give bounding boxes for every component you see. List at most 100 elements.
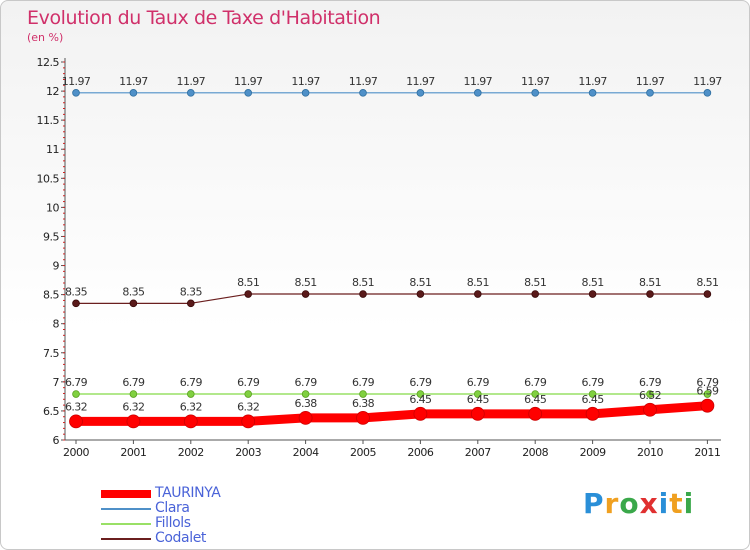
data-point-clara bbox=[473, 89, 482, 97]
data-point-codalet bbox=[646, 290, 654, 298]
data-point-fillols bbox=[531, 390, 539, 398]
x-tick-label: 2005 bbox=[350, 446, 376, 459]
legend-swatch bbox=[101, 522, 151, 525]
data-label-clara: 11.97 bbox=[521, 75, 550, 88]
data-label-fillols: 6.79 bbox=[696, 376, 719, 389]
data-point-codalet bbox=[72, 299, 80, 308]
data-label-codalet: 8.51 bbox=[467, 276, 489, 289]
data-point-taurinya bbox=[69, 414, 83, 429]
data-point-taurinya bbox=[528, 406, 543, 421]
x-tick-label: 2007 bbox=[465, 446, 491, 459]
data-point-codalet bbox=[473, 290, 482, 298]
data-label-codalet: 8.51 bbox=[582, 276, 604, 289]
logo-letter: P bbox=[583, 487, 605, 520]
legend-item-clara: Clara bbox=[101, 501, 220, 516]
chart-title: Evolution du Taux de Taxe d'Habitation bbox=[27, 7, 381, 29]
legend-label: Codalet bbox=[155, 530, 206, 546]
data-point-clara bbox=[301, 89, 310, 97]
y-tick-label: 6 bbox=[53, 434, 60, 447]
data-label-clara: 11.97 bbox=[636, 75, 665, 88]
data-point-clara bbox=[646, 89, 654, 97]
x-tick-label: 2010 bbox=[637, 446, 663, 459]
data-point-taurinya bbox=[585, 406, 600, 421]
data-point-codalet bbox=[301, 290, 310, 298]
x-tick-label: 2009 bbox=[580, 446, 606, 459]
logo-letter: o bbox=[619, 487, 640, 520]
legend-label: Fillols bbox=[155, 515, 191, 531]
data-label-fillols: 6.79 bbox=[352, 376, 375, 389]
y-tick-label: 8 bbox=[53, 318, 60, 331]
y-tick-label: 11.5 bbox=[37, 114, 60, 127]
data-label-taurinya: 6.45 bbox=[582, 393, 605, 406]
data-label-codalet: 8.35 bbox=[65, 285, 88, 298]
data-label-fillols: 6.79 bbox=[180, 376, 203, 389]
data-label-taurinya: 6.38 bbox=[295, 397, 318, 410]
legend-swatch bbox=[101, 489, 151, 498]
data-point-fillols bbox=[359, 390, 367, 398]
data-point-fillols bbox=[129, 390, 138, 398]
data-point-codalet bbox=[588, 290, 597, 298]
y-tick-label: 9.5 bbox=[43, 230, 59, 243]
data-label-fillols: 6.79 bbox=[524, 376, 547, 389]
logo-letter: r bbox=[604, 487, 620, 520]
data-label-fillols: 6.79 bbox=[409, 376, 432, 389]
x-tick-label: 2008 bbox=[522, 446, 548, 459]
data-point-clara bbox=[703, 89, 712, 97]
data-label-codalet: 8.51 bbox=[696, 276, 718, 289]
data-label-taurinya: 6.45 bbox=[524, 393, 547, 406]
data-label-taurinya: 6.32 bbox=[122, 400, 144, 413]
x-tick-label: 2002 bbox=[178, 446, 204, 459]
data-label-fillols: 6.79 bbox=[639, 376, 662, 389]
data-point-codalet bbox=[416, 290, 425, 298]
data-point-taurinya bbox=[356, 411, 370, 425]
data-label-taurinya: 6.38 bbox=[352, 397, 375, 410]
data-label-taurinya: 6.52 bbox=[639, 389, 661, 402]
y-tick-label: 6.5 bbox=[43, 405, 59, 418]
logo-letter: i bbox=[658, 487, 670, 520]
data-label-fillols: 6.79 bbox=[582, 376, 605, 389]
data-point-clara bbox=[187, 89, 195, 97]
data-point-codalet bbox=[129, 299, 138, 308]
data-point-codalet bbox=[244, 290, 253, 298]
data-point-fillols bbox=[473, 390, 482, 398]
x-tick-label: 2001 bbox=[120, 446, 146, 459]
data-point-taurinya bbox=[183, 414, 198, 429]
x-tick-label: 2000 bbox=[63, 446, 89, 459]
data-label-taurinya: 6.45 bbox=[409, 393, 432, 406]
y-tick-label: 12.5 bbox=[37, 56, 60, 69]
data-label-taurinya: 6.32 bbox=[65, 400, 87, 413]
legend-item-codalet: Codalet bbox=[101, 531, 220, 546]
x-tick-label: 2006 bbox=[407, 446, 433, 459]
y-tick-label: 9 bbox=[53, 260, 60, 273]
logo-letter: i bbox=[683, 487, 695, 520]
chart-subtitle: (en %) bbox=[27, 31, 64, 44]
data-label-fillols: 6.79 bbox=[237, 376, 260, 389]
data-label-taurinya: 6.45 bbox=[467, 393, 490, 406]
y-tick-label: 8.5 bbox=[43, 289, 59, 302]
data-point-fillols bbox=[703, 390, 712, 398]
data-label-clara: 11.97 bbox=[406, 75, 435, 88]
data-label-codalet: 8.51 bbox=[524, 276, 546, 289]
data-point-taurinya bbox=[700, 398, 715, 413]
data-point-taurinya bbox=[298, 411, 313, 425]
logo-letter: x bbox=[639, 487, 659, 520]
data-point-clara bbox=[72, 89, 80, 97]
series-line-taurinya bbox=[76, 401, 708, 426]
data-point-codalet bbox=[187, 299, 195, 308]
legend-item-fillols: Fillols bbox=[101, 516, 220, 531]
legend-swatch bbox=[101, 507, 151, 510]
x-tick-label: 2011 bbox=[694, 446, 720, 459]
data-label-codalet: 8.51 bbox=[237, 276, 259, 289]
data-point-taurinya bbox=[126, 414, 141, 429]
y-tick-label: 11 bbox=[46, 143, 59, 156]
data-label-codalet: 8.35 bbox=[122, 285, 145, 298]
x-tick-label: 2003 bbox=[235, 446, 261, 459]
x-tick-label: 2004 bbox=[293, 446, 319, 459]
data-label-codalet: 8.35 bbox=[180, 285, 203, 298]
y-tick-label: 12 bbox=[46, 85, 59, 98]
data-point-taurinya bbox=[470, 406, 485, 421]
data-label-fillols: 6.79 bbox=[467, 376, 490, 389]
legend-swatch bbox=[101, 537, 151, 540]
proxiti-logo: Proxiti bbox=[583, 487, 694, 520]
